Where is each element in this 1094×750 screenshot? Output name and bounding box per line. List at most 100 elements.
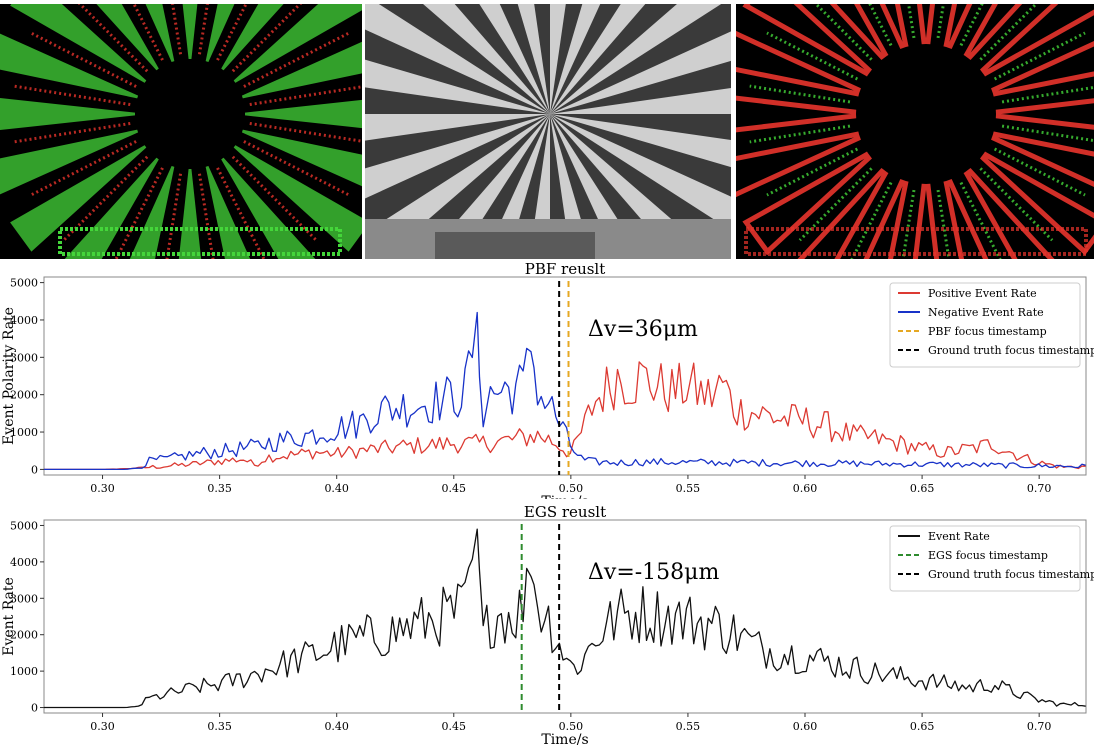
ray: [205, 165, 251, 259]
series-line-negative-event-rate: [44, 311, 1086, 471]
event-frame-left: [0, 4, 362, 259]
star-sector: [550, 114, 731, 141]
event-frame-left-image: [0, 4, 362, 259]
ray: [241, 41, 362, 99]
y-tick-label: 5000: [10, 519, 38, 532]
pbf-chart: PBF reuslt 0.30 0.35 0.40 0.45 0.50 0.55 0.60 0.…: [1, 260, 1094, 499]
x-tick-label: 0.30: [90, 720, 115, 733]
bottom-band: [58, 227, 342, 256]
ray: [221, 157, 316, 259]
ray-secondary: [936, 189, 951, 259]
ray-secondary: [766, 31, 859, 81]
ray: [244, 99, 362, 129]
y-tick-label: 3000: [10, 351, 38, 364]
legend-label: Positive Event Rate: [928, 287, 1037, 300]
y-axis-label: Event Rate: [1, 577, 17, 656]
x-tick-label: 0.40: [324, 482, 349, 495]
ray: [182, 4, 198, 60]
ray-secondary: [979, 4, 1039, 61]
ray-secondary: [936, 4, 945, 39]
ray: [10, 145, 147, 252]
y-tick-label: 0: [31, 702, 38, 715]
x-tick-label: 0.65: [910, 482, 935, 495]
x-tick-label: 0.45: [442, 482, 467, 495]
x-tick-label: 0.35: [207, 720, 232, 733]
ray: [178, 168, 202, 259]
ray-secondary: [798, 167, 873, 242]
legend-box: [889, 282, 1081, 368]
chart-title: EGS reuslt: [524, 503, 606, 521]
ray-secondary: [993, 31, 1086, 81]
ray: [129, 165, 175, 259]
ray-secondary: [901, 189, 916, 259]
star-sector: [365, 87, 550, 114]
x-tick-label: 0.60: [793, 720, 818, 733]
egs-chart: EGS reuslt 0.30 0.35 0.40 0.45 0.50 0.55 0.60 0.…: [1, 503, 1094, 748]
ray: [10, 4, 147, 83]
bottom-band: [744, 227, 1088, 256]
ray-outline: [879, 4, 909, 52]
ray-secondary: [959, 4, 984, 47]
ray-secondary: [1001, 124, 1094, 143]
star-sector: [550, 4, 731, 114]
ray-outline: [742, 4, 874, 78]
ray-outline: [962, 4, 1023, 62]
y-tick-label: 1000: [10, 665, 38, 678]
star-sector: [378, 4, 550, 114]
ray: [0, 33, 139, 99]
x-tick-label: 0.30: [90, 482, 115, 495]
y-tick-label: 4000: [10, 556, 38, 569]
star-sector: [365, 114, 550, 169]
ray-secondary: [749, 84, 851, 104]
y-tick-label: 2000: [10, 389, 38, 402]
ray: [233, 145, 362, 252]
x-axis-label: Time/s: [541, 494, 588, 499]
ray-secondary: [749, 124, 851, 144]
ray: [241, 129, 362, 187]
x-tick-label: 0.55: [676, 720, 701, 733]
star-sector: [550, 60, 731, 114]
y-tick-label: 3000: [10, 592, 38, 605]
ray-secondary: [993, 147, 1086, 197]
legend-label: Ground truth focus timestamp: [928, 344, 1094, 357]
x-tick-label: 0.50: [559, 482, 584, 495]
ray: [233, 4, 362, 83]
x-tick-label: 0.35: [207, 482, 232, 495]
legend-label: EGS focus timestamp: [928, 549, 1048, 562]
event-frame-right: [736, 4, 1094, 259]
x-tick-label: 0.55: [676, 482, 701, 495]
ray-secondary: [813, 4, 873, 61]
series-line-positive-event-rate: [44, 361, 1086, 471]
ray-outline: [829, 4, 890, 62]
legend: Positive Event Rate Negative Event Rate PB…: [889, 282, 1094, 368]
ray: [96, 4, 159, 71]
grayscale-frame-middle: [365, 4, 731, 259]
center-dark: [135, 59, 245, 169]
legend-label: PBF focus timestamp: [928, 325, 1047, 338]
ray-outline: [797, 166, 890, 259]
legend-label: Negative Event Rate: [928, 306, 1044, 319]
ray: [205, 4, 235, 63]
ray-outline: [978, 4, 1094, 78]
legend-label: Ground truth focus timestamp: [928, 568, 1094, 581]
legend-label: Event Rate: [928, 530, 990, 543]
center-dark: [856, 44, 996, 184]
ray: [0, 129, 139, 195]
ray-secondary: [907, 4, 916, 39]
y-tick-label: 0: [31, 463, 38, 476]
x-axis-label: Time/s: [541, 732, 588, 748]
lower-object: [435, 232, 595, 259]
legend: Event Rate EGS focus timestamp Ground trut…: [889, 525, 1094, 592]
plot-content: [44, 281, 1086, 475]
grayscale-frame-image: [365, 4, 731, 259]
y-tick-label: 4000: [10, 314, 38, 327]
x-tick-label: 0.40: [324, 720, 349, 733]
plot-content: [44, 524, 1086, 713]
ray-outline: [916, 4, 936, 47]
ray-outline: [736, 30, 864, 97]
ray-outline: [993, 98, 1094, 130]
star-sector: [550, 4, 583, 114]
x-tick-label: 0.70: [1027, 482, 1052, 495]
ray: [145, 4, 175, 63]
